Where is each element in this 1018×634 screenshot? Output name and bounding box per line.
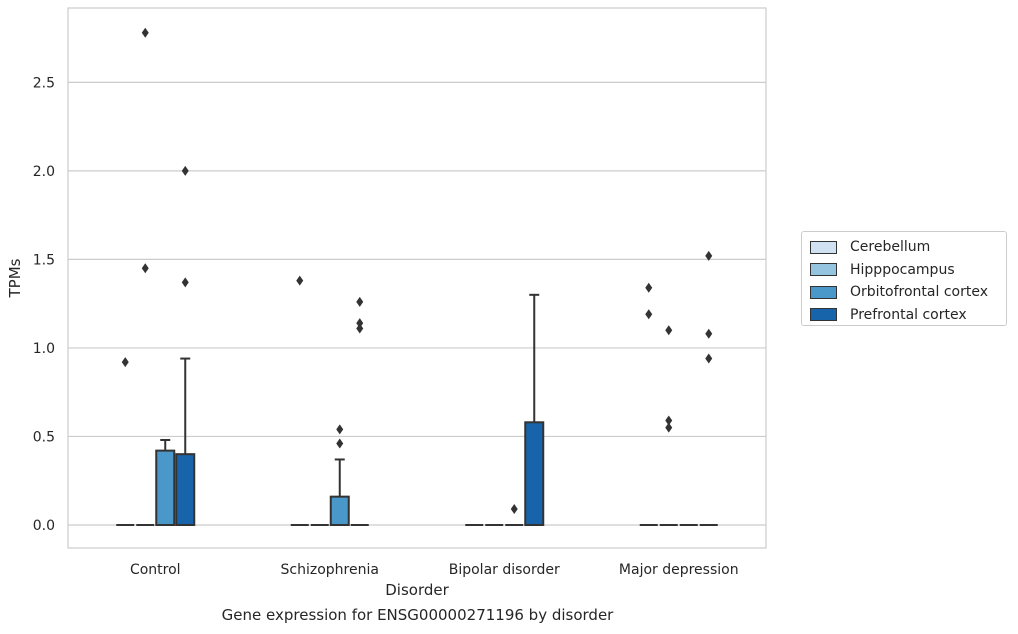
outlier-point [705,328,713,339]
outlier-point [181,277,189,288]
y-axis-ticks: 0.0 0.5 1.0 1.5 2.0 2.5 [33,75,55,534]
outlier-point [665,325,673,336]
legend-item: Prefrontal cortex [810,304,1006,327]
outlier-point [296,275,304,286]
y-tick-label: 2.0 [33,164,55,180]
legend-item: Cerebellum [810,236,1006,259]
outlier-point [665,415,673,426]
y-tick-label: 1.5 [33,252,55,268]
x-tick-label: Control [130,562,181,578]
box-group [155,439,176,526]
box-group [175,165,196,526]
y-tick-label: 0.0 [33,518,55,534]
legend-swatch [810,240,837,254]
outlier-point [645,309,653,320]
legend-swatch [810,308,837,322]
outlier-point [336,424,344,435]
x-tick-label: Schizophrenia [281,562,379,578]
outlier-point [121,357,129,368]
box-group [659,325,678,526]
x-tick-label: Bipolar disorder [449,562,560,578]
box-group [116,357,135,526]
box-group [524,293,545,526]
chart-caption: Gene expression for ENSG00000271196 by d… [221,606,614,624]
legend: Cerebellum Hipppocampus Orbitofrontal cort… [801,231,1007,326]
legend-label: Orbitofrontal cortex [850,284,988,301]
outlier-point [181,165,189,176]
legend-label: Cerebellum [850,239,931,256]
box [524,421,545,526]
box-group [639,282,658,526]
outlier-point [356,296,364,307]
x-axis-label: Disorder [385,581,449,599]
outlier-point [356,318,364,329]
legend-label: Prefrontal cortex [850,306,967,323]
box-group [329,424,350,526]
x-tick-label: Major depression [619,562,739,578]
outlier-point [141,27,149,38]
legend-swatch [810,263,837,277]
box-group [136,27,155,526]
plot-frame [67,7,767,549]
box-group [350,296,369,526]
outlier-point [705,250,713,261]
box [155,449,176,526]
x-axis-ticks: Control Schizophrenia Bipolar disorder Majo… [130,562,739,578]
legend-label: Hipppocampus [850,261,955,278]
outlier-point [336,438,344,449]
y-tick-label: 2.5 [33,75,55,91]
outlier-point [665,422,673,433]
outlier-point [510,504,518,515]
box-group [290,275,309,526]
box-group [699,250,718,526]
box [329,495,350,526]
outlier-point [645,282,653,293]
y-tick-label: 0.5 [33,429,55,445]
box [175,453,196,526]
legend-swatch [810,285,837,299]
box-group [505,504,524,526]
outlier-point [705,353,713,364]
outlier-point [141,263,149,274]
y-tick-label: 1.0 [33,341,55,357]
outlier-point [356,323,364,334]
legend-item: Hipppocampus [810,259,1006,282]
y-axis-label: TPMs [6,258,24,298]
legend-item: Orbitofrontal cortex [810,281,1006,304]
box-plot-marks [116,27,718,526]
